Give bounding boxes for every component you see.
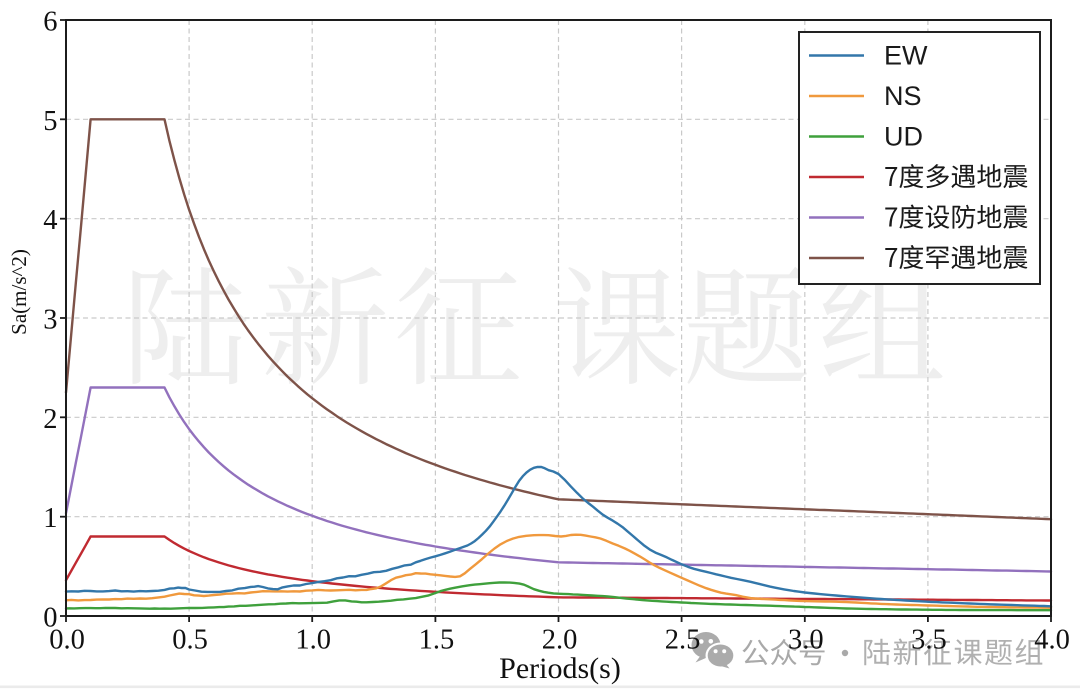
svg-text:Periods(s): Periods(s)	[499, 652, 621, 685]
svg-text:2.5: 2.5	[665, 625, 701, 656]
svg-text:0: 0	[43, 603, 57, 634]
svg-text:NS: NS	[884, 81, 922, 111]
svg-text:3: 3	[43, 305, 57, 336]
svg-text:4.0: 4.0	[1034, 625, 1070, 656]
svg-text:0.5: 0.5	[172, 625, 208, 656]
svg-text:5: 5	[43, 106, 57, 137]
svg-text:2.0: 2.0	[542, 625, 578, 656]
svg-text:0.0: 0.0	[49, 625, 85, 656]
svg-text:Sa(m/s^2): Sa(m/s^2)	[7, 249, 31, 335]
svg-text:2: 2	[43, 404, 57, 435]
svg-text:1.5: 1.5	[419, 625, 455, 656]
svg-text:6: 6	[43, 7, 57, 38]
svg-text:4: 4	[43, 205, 57, 236]
svg-text:EW: EW	[884, 41, 928, 71]
svg-text:1: 1	[43, 503, 57, 534]
svg-text:1.0: 1.0	[295, 625, 331, 656]
svg-text:3.5: 3.5	[911, 625, 947, 656]
svg-text:UD: UD	[884, 122, 923, 152]
svg-text:3.0: 3.0	[788, 625, 824, 656]
